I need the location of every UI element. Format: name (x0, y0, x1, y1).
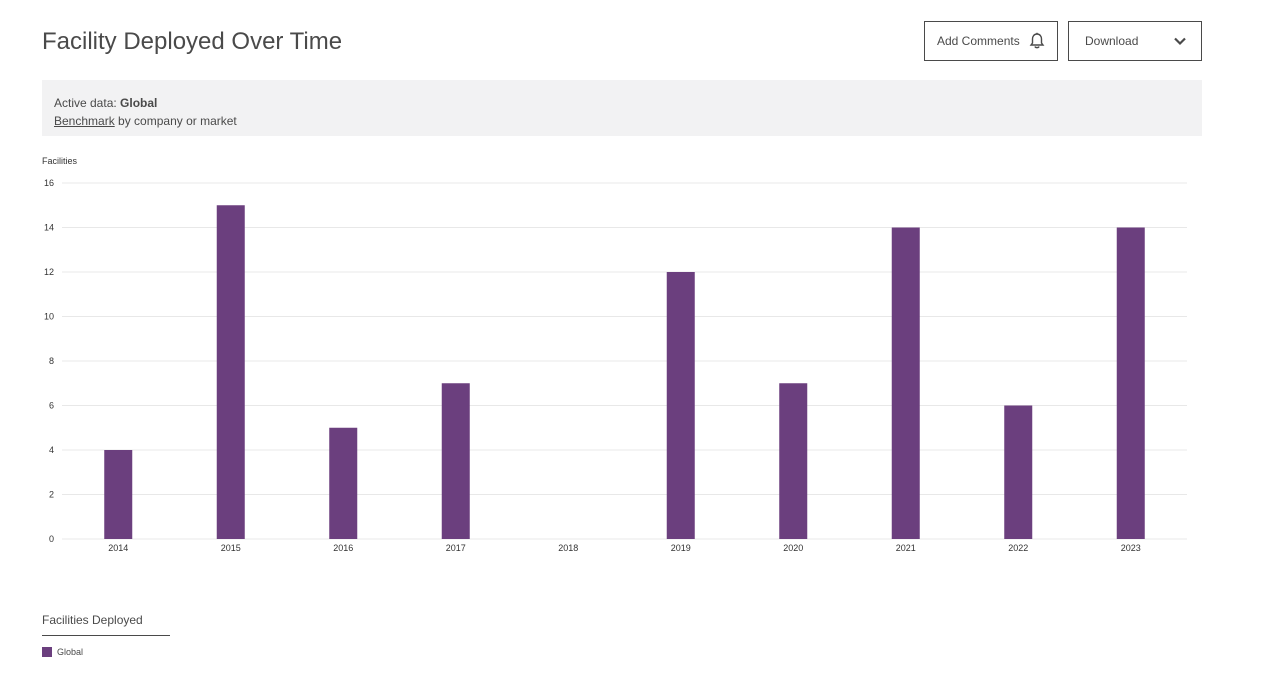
bell-icon (1029, 32, 1045, 53)
y-tick-label: 10 (44, 312, 54, 322)
benchmark-suffix: by company or market (118, 114, 237, 128)
x-tick-label: 2014 (108, 543, 128, 553)
download-dropdown[interactable]: Download (1068, 21, 1202, 61)
bar-2022[interactable] (1004, 405, 1033, 540)
y-tick-label: 4 (49, 445, 54, 455)
benchmark-row: Benchmark by company or market (54, 112, 1190, 130)
y-tick-label: 0 (49, 534, 54, 544)
legend-item-global[interactable]: Global (42, 647, 83, 657)
bar-2014[interactable] (104, 450, 133, 539)
chevron-down-icon (1173, 35, 1187, 49)
y-tick-label: 16 (44, 178, 54, 188)
y-axis-label: Facilities (42, 156, 78, 166)
x-tick-label: 2020 (783, 543, 803, 553)
active-data-prefix: Active data: (54, 96, 117, 110)
x-tick-label: 2015 (221, 543, 241, 553)
x-tick-label: 2017 (446, 543, 466, 553)
bar-2021[interactable] (891, 227, 920, 540)
legend-label: Global (57, 647, 84, 657)
add-comments-label: Add Comments (937, 34, 1020, 48)
active-data-banner: Active data: Global Benchmark by company… (42, 80, 1202, 136)
download-label: Download (1085, 34, 1139, 48)
x-tick-label: 2016 (333, 543, 353, 553)
bar-2020[interactable] (779, 383, 808, 539)
x-tick-label: 2023 (1121, 543, 1141, 553)
x-tick-label: 2018 (558, 543, 578, 553)
page-title: Facility Deployed Over Time (42, 28, 343, 55)
y-tick-label: 2 (49, 490, 54, 500)
x-tick-label: 2021 (896, 543, 916, 553)
legend-swatch (42, 647, 52, 657)
bar-2017[interactable] (441, 383, 470, 539)
benchmark-link[interactable]: Benchmark (54, 114, 115, 128)
y-tick-label: 6 (49, 401, 54, 411)
legend-title: Facilities Deployed (42, 613, 143, 627)
bar-2019[interactable] (666, 272, 695, 539)
y-tick-label: 8 (49, 356, 54, 366)
active-data-row: Active data: Global (54, 94, 1190, 112)
y-tick-label: 14 (44, 223, 54, 233)
bar-2023[interactable] (1116, 227, 1145, 540)
y-tick-label: 12 (44, 267, 54, 277)
bar-chart: Facilities 0 2 4 6 8 10 12 14 16 2014 2015 2016 201… (42, 156, 1187, 553)
legend-divider (42, 635, 170, 636)
bar-2016[interactable] (329, 427, 358, 539)
active-data-value: Global (120, 96, 158, 110)
x-tick-label: 2022 (1008, 543, 1028, 553)
add-comments-button[interactable]: Add Comments (924, 21, 1058, 61)
x-tick-label: 2019 (671, 543, 691, 553)
bar-2015[interactable] (216, 205, 245, 539)
